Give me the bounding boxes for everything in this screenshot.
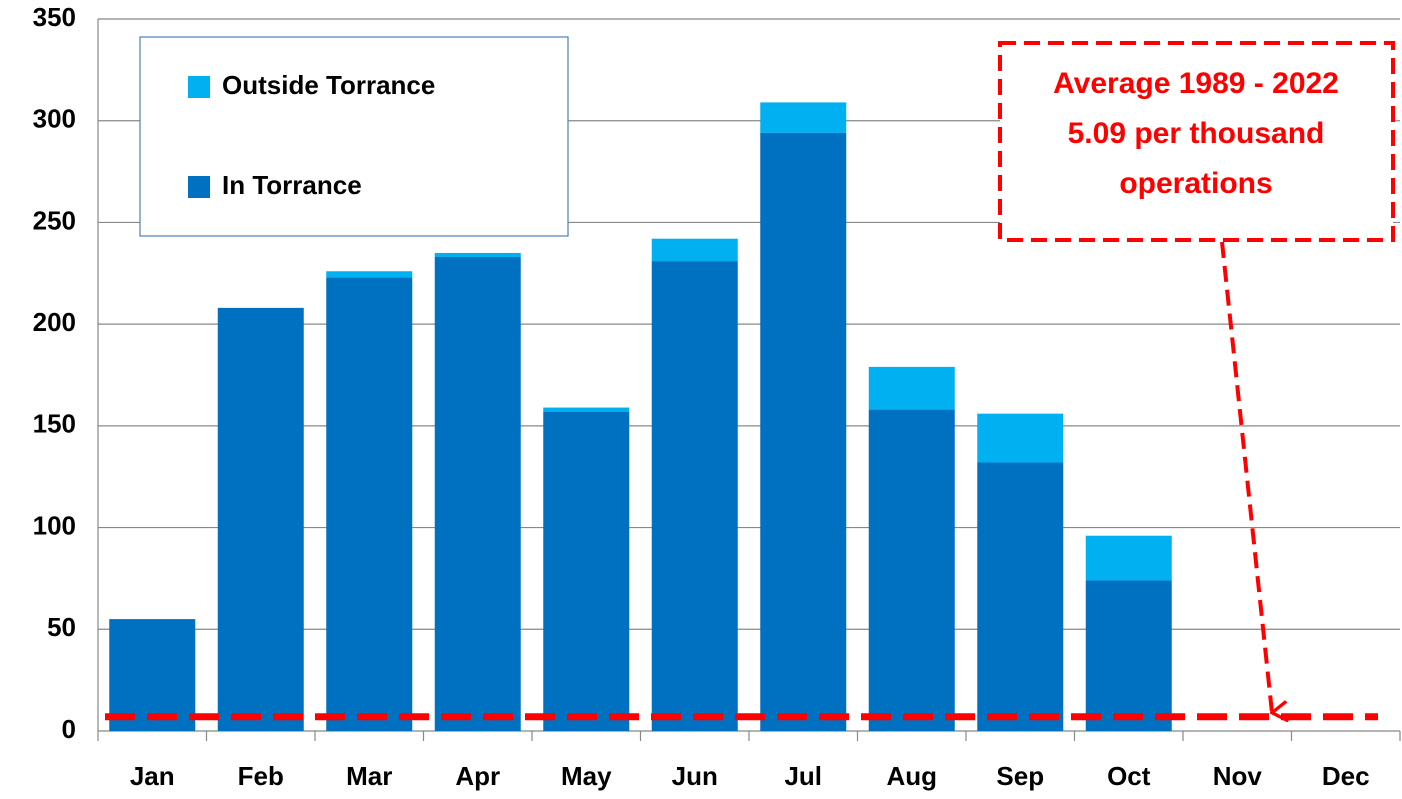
- bar-segment: [543, 407, 630, 412]
- legend-label: In Torrance: [222, 170, 362, 200]
- y-tick-label: 350: [33, 2, 76, 32]
- bar-segment: [217, 307, 304, 731]
- bar-segment: [760, 132, 847, 732]
- x-tick-label: Sep: [996, 761, 1044, 791]
- bar-segment: [977, 462, 1064, 731]
- y-tick-label: 150: [33, 409, 76, 439]
- x-tick-label: Aug: [886, 761, 937, 791]
- x-tick-label: Mar: [346, 761, 392, 791]
- bar-segment: [543, 411, 630, 731]
- bar-segment: [326, 271, 413, 278]
- bar-segment: [434, 252, 521, 258]
- annotation-box: [998, 41, 1395, 242]
- legend-label: Outside Torrance: [222, 70, 435, 100]
- annotation-text: Average 1989 - 2022: [1053, 67, 1339, 100]
- y-tick-label: 0: [62, 714, 76, 744]
- legend-swatch: [188, 176, 210, 198]
- x-tick-label: May: [561, 761, 612, 791]
- x-tick-label: Jun: [672, 761, 718, 791]
- legend-box: [139, 36, 569, 237]
- bar-segment: [760, 102, 847, 133]
- bar-segment: [1085, 535, 1172, 581]
- x-tick-label: Apr: [455, 761, 500, 791]
- bar-segment: [651, 261, 738, 731]
- bar-segment: [868, 366, 955, 410]
- y-tick-label: 300: [33, 104, 76, 134]
- bar-segment: [651, 238, 738, 262]
- bar-segment: [326, 277, 413, 731]
- annotation-arrow: [1220, 241, 1272, 713]
- y-tick-label: 100: [33, 510, 76, 540]
- y-tick-label: 250: [33, 205, 76, 235]
- annotation-text: 5.09 per thousand: [1068, 117, 1325, 150]
- bar-segment: [434, 257, 521, 731]
- x-tick-label: Feb: [238, 761, 284, 791]
- bar-segment: [977, 413, 1064, 463]
- legend-swatch: [188, 76, 210, 98]
- bar-segment: [868, 409, 955, 731]
- bar-segment: [109, 619, 196, 731]
- annotation-text: operations: [1119, 167, 1272, 200]
- x-tick-label: Nov: [1213, 761, 1263, 791]
- y-tick-label: 50: [47, 612, 76, 642]
- x-tick-label: Jul: [784, 761, 822, 791]
- bar-segment: [1085, 580, 1172, 731]
- y-tick-label: 200: [33, 307, 76, 337]
- x-tick-label: Dec: [1322, 761, 1370, 791]
- x-tick-label: Oct: [1107, 761, 1151, 791]
- x-tick-label: Jan: [130, 761, 175, 791]
